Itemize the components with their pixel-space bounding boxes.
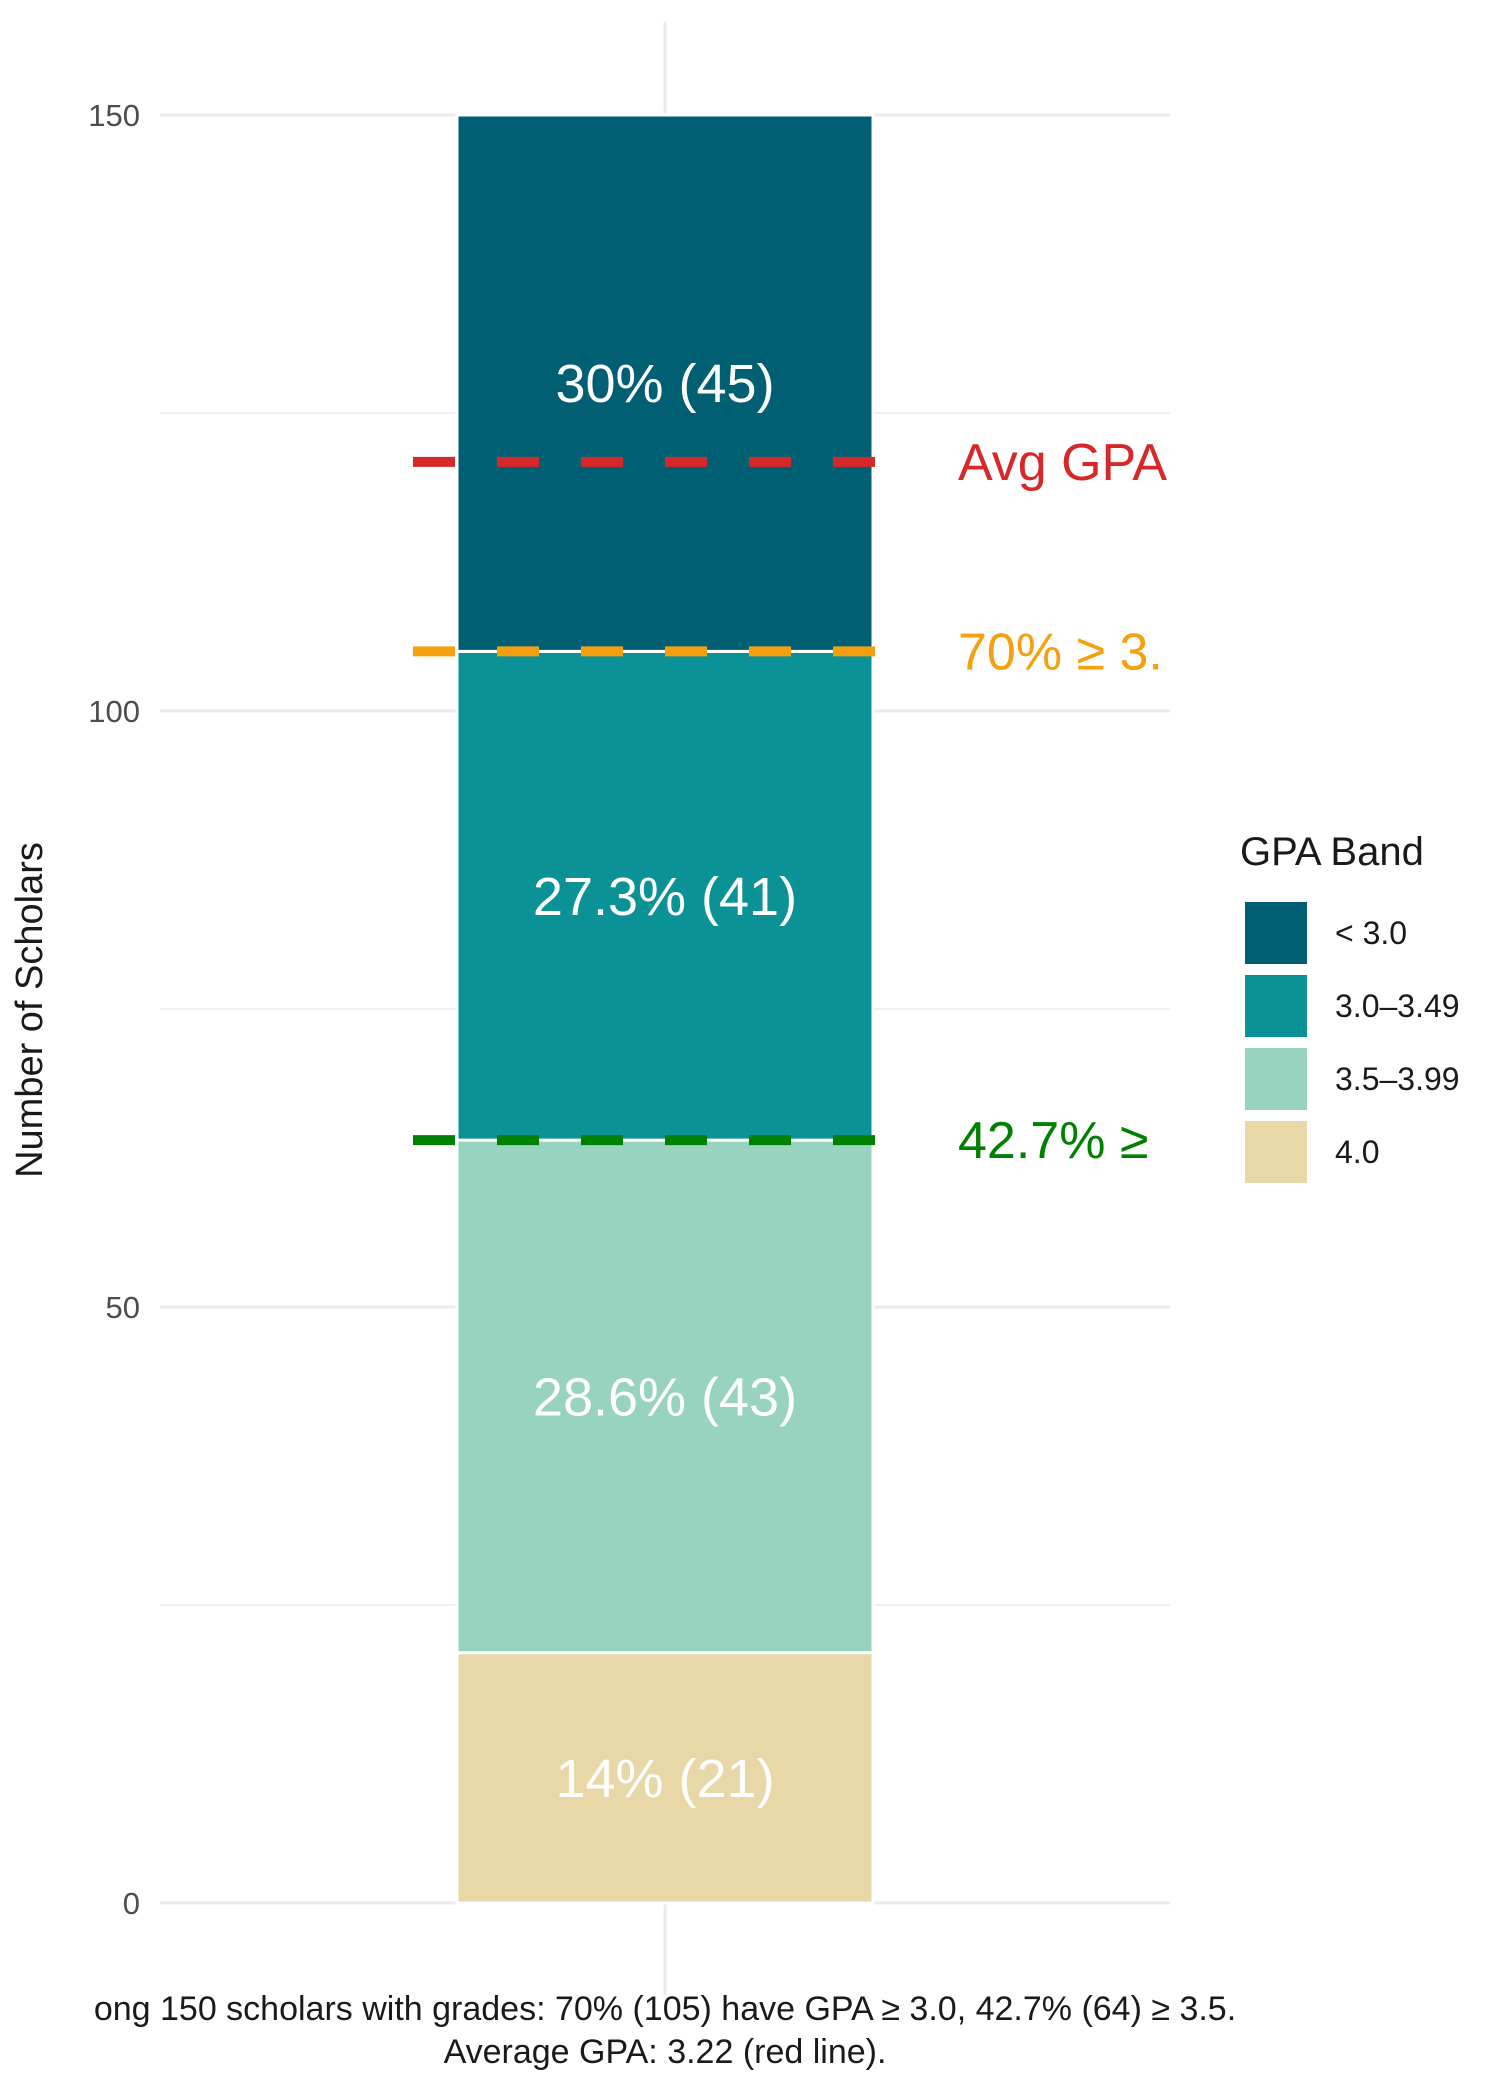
y-tick-label: 100 (88, 694, 140, 729)
legend-label: < 3.0 (1335, 915, 1407, 951)
legend-title: GPA Band (1240, 830, 1424, 874)
legend-label: 4.0 (1335, 1134, 1379, 1170)
caption-line-2: Average GPA: 3.22 (red line). (444, 2033, 887, 2071)
legend-key (1245, 1048, 1307, 1110)
legend-key (1245, 902, 1307, 964)
legend-label: 3.0–3.49 (1335, 988, 1460, 1024)
reference-line-label: Avg GPA (958, 434, 1167, 492)
segment-label: 27.3% (41) (533, 867, 797, 927)
reference-line-label: 42.7% ≥ (958, 1112, 1148, 1170)
segment-label: 28.6% (43) (533, 1367, 797, 1427)
segment-label: 30% (45) (555, 354, 774, 414)
bar-segment (455, 113, 875, 653)
y-axis-title: Number of Scholars (9, 842, 51, 1178)
y-tick-label: 50 (106, 1290, 140, 1325)
bar-segment (455, 1138, 875, 1655)
bar-segment (455, 649, 875, 1142)
legend: GPA Band < 3.0 3.0–3.49 3.5–3.99 4.0 (1240, 830, 1460, 1183)
caption-line-1: ong 150 scholars with grades: 70% (105) … (94, 1990, 1236, 2028)
segment-label: 14% (21) (555, 1749, 774, 1809)
legend-key (1245, 975, 1307, 1037)
stacked-bar: 14% (21) 28.6% (43) 27.3% (41) 30% (45) (455, 113, 875, 1905)
legend-label: 3.5–3.99 (1335, 1061, 1460, 1097)
y-tick-label: 0 (123, 1886, 140, 1921)
reference-line-label: 70% ≥ 3. (958, 623, 1163, 681)
y-tick-label: 150 (88, 98, 140, 133)
y-axis-ticks: 0 50 100 150 (88, 98, 140, 1921)
legend-key (1245, 1121, 1307, 1183)
bar-segment (455, 1651, 875, 1905)
reference-lines: 42.7% ≥ 70% ≥ 3. Avg GPA (413, 434, 1167, 1170)
